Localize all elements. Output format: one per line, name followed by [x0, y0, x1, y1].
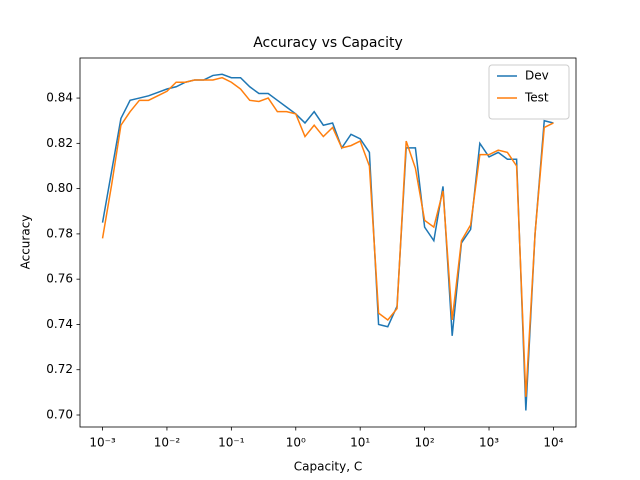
y-tick-label: 0.70	[46, 408, 73, 422]
chart-title: Accuracy vs Capacity	[253, 35, 403, 51]
y-axis-label: Accuracy	[19, 215, 33, 270]
plot-frame	[79, 57, 577, 428]
legend-label: Test	[524, 91, 549, 105]
y-tick-label: 0.84	[46, 91, 73, 105]
y-tick-label: 0.74	[46, 317, 73, 331]
data-line	[101, 76, 554, 397]
legend-label: Dev	[525, 69, 549, 83]
data-line	[101, 73, 554, 411]
x-tick-label: 10²	[415, 436, 435, 450]
y-tick-label: 0.80	[46, 181, 73, 195]
x-tick-label: 10⁴	[543, 436, 563, 450]
x-tick-label: 10⁻³	[89, 436, 116, 450]
x-tick-label: 10⁻²	[154, 436, 181, 450]
y-tick-label: 0.78	[46, 226, 73, 240]
x-tick-label: 10¹	[350, 436, 370, 450]
x-tick-label: 10⁰	[286, 436, 306, 450]
legend-box	[488, 64, 570, 120]
y-tick-label: 0.72	[46, 362, 73, 376]
x-tick-label: 10⁻¹	[218, 436, 245, 450]
legend: Dev Test	[488, 64, 570, 120]
y-tick-label: 0.76	[46, 272, 73, 286]
x-tick-label: 10³	[479, 436, 499, 450]
y-tick-label: 0.82	[46, 136, 73, 150]
x-axis-label: Capacity, C	[294, 460, 362, 474]
